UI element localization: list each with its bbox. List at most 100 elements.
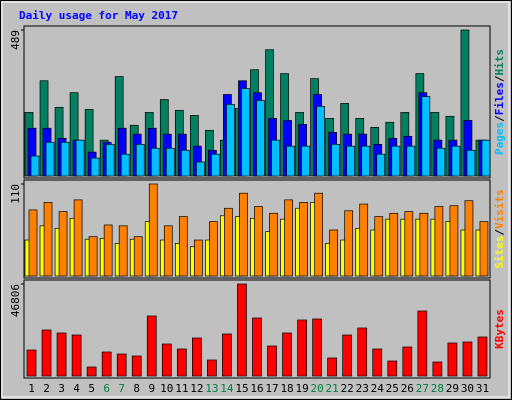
bar: [374, 216, 384, 277]
x-tick-label: 15: [235, 382, 248, 395]
bar: [286, 145, 295, 177]
legend-entry: Sites: [493, 236, 506, 269]
bar: [436, 147, 446, 177]
bar: [133, 236, 143, 277]
bar: [116, 353, 127, 377]
bar: [135, 144, 145, 177]
bar: [73, 199, 83, 277]
bar: [103, 224, 113, 277]
legend-separator: /: [493, 115, 506, 122]
x-tick-label: 10: [160, 382, 173, 395]
bar: [402, 346, 413, 377]
x-tick-label: 7: [118, 382, 125, 395]
bar: [194, 239, 203, 277]
bar: [359, 203, 369, 277]
x-tick-label: 3: [58, 382, 65, 395]
bar: [41, 329, 52, 377]
x-tick-label: 12: [190, 382, 203, 395]
chart-title: Daily usage for May 2017: [19, 9, 178, 22]
bar: [331, 144, 340, 177]
bar: [120, 153, 130, 177]
bar: [239, 192, 248, 277]
bar: [404, 211, 414, 277]
bar: [30, 155, 40, 177]
x-tick-label: 9: [148, 382, 155, 395]
x-tick-label: 17: [265, 382, 278, 395]
bar: [417, 310, 428, 377]
bar: [161, 343, 172, 377]
legend-entry: Visits: [493, 189, 506, 229]
bar: [180, 149, 190, 177]
legend: Pages/Files/Hits: [493, 49, 506, 155]
bar: [241, 88, 250, 177]
bar: [146, 315, 157, 377]
bar: [481, 139, 491, 177]
bar: [357, 327, 368, 377]
legend-entry: Files: [493, 82, 506, 115]
bar: [207, 359, 217, 377]
x-tick-label: 4: [73, 382, 80, 395]
bar: [178, 216, 188, 277]
bar: [346, 145, 356, 177]
bar: [361, 145, 371, 177]
x-tick-label: 28: [431, 382, 444, 395]
y-tick-label: 46806: [9, 284, 22, 317]
bar: [71, 334, 82, 377]
bar: [176, 348, 187, 377]
bar: [226, 103, 235, 177]
bar: [118, 225, 128, 277]
bar: [209, 221, 218, 277]
bar: [451, 145, 461, 177]
bar: [45, 141, 55, 177]
bar: [434, 206, 444, 277]
bar: [372, 348, 383, 377]
bar: [299, 202, 308, 277]
x-tick-label: 13: [205, 382, 218, 395]
bar: [267, 345, 277, 377]
legend: KBytes: [493, 309, 506, 349]
bar: [131, 355, 142, 377]
bar: [86, 366, 97, 377]
bar: [449, 205, 459, 277]
y-tick-label: 110: [9, 184, 22, 204]
legend: Sites/Visits: [493, 189, 506, 269]
bar: [28, 209, 38, 277]
bar: [421, 96, 431, 177]
x-tick-label: 30: [461, 382, 474, 395]
bar: [163, 225, 173, 277]
x-tick-label: 19: [295, 382, 308, 395]
bar: [312, 318, 322, 377]
bar: [101, 351, 112, 377]
bar: [447, 342, 458, 377]
bar: [269, 212, 278, 277]
bar: [464, 200, 474, 277]
bar: [90, 157, 100, 177]
bar: [284, 199, 293, 277]
x-tick-label: 8: [133, 382, 140, 395]
bar: [477, 336, 488, 377]
bar: [387, 360, 398, 377]
x-tick-label: 26: [401, 382, 414, 395]
x-tick-label: 16: [250, 382, 263, 395]
legend-separator: /: [493, 75, 506, 82]
legend-separator: /: [493, 229, 506, 236]
bar: [211, 153, 220, 177]
x-tick-label: 5: [88, 382, 95, 395]
x-tick-label: 22: [341, 382, 354, 395]
bar: [105, 144, 115, 177]
bar: [389, 212, 399, 277]
bar: [75, 139, 85, 177]
x-tick-label: 20: [311, 382, 324, 395]
bar: [58, 211, 68, 277]
legend-entry: KBytes: [493, 309, 506, 349]
bar: [254, 206, 263, 277]
x-tick-label: 1: [28, 382, 35, 395]
x-tick-label: 23: [356, 382, 369, 395]
bar: [271, 139, 280, 177]
x-tick-label: 21: [326, 382, 339, 395]
bar: [297, 319, 307, 377]
bar: [43, 202, 53, 277]
bar: [301, 145, 310, 177]
